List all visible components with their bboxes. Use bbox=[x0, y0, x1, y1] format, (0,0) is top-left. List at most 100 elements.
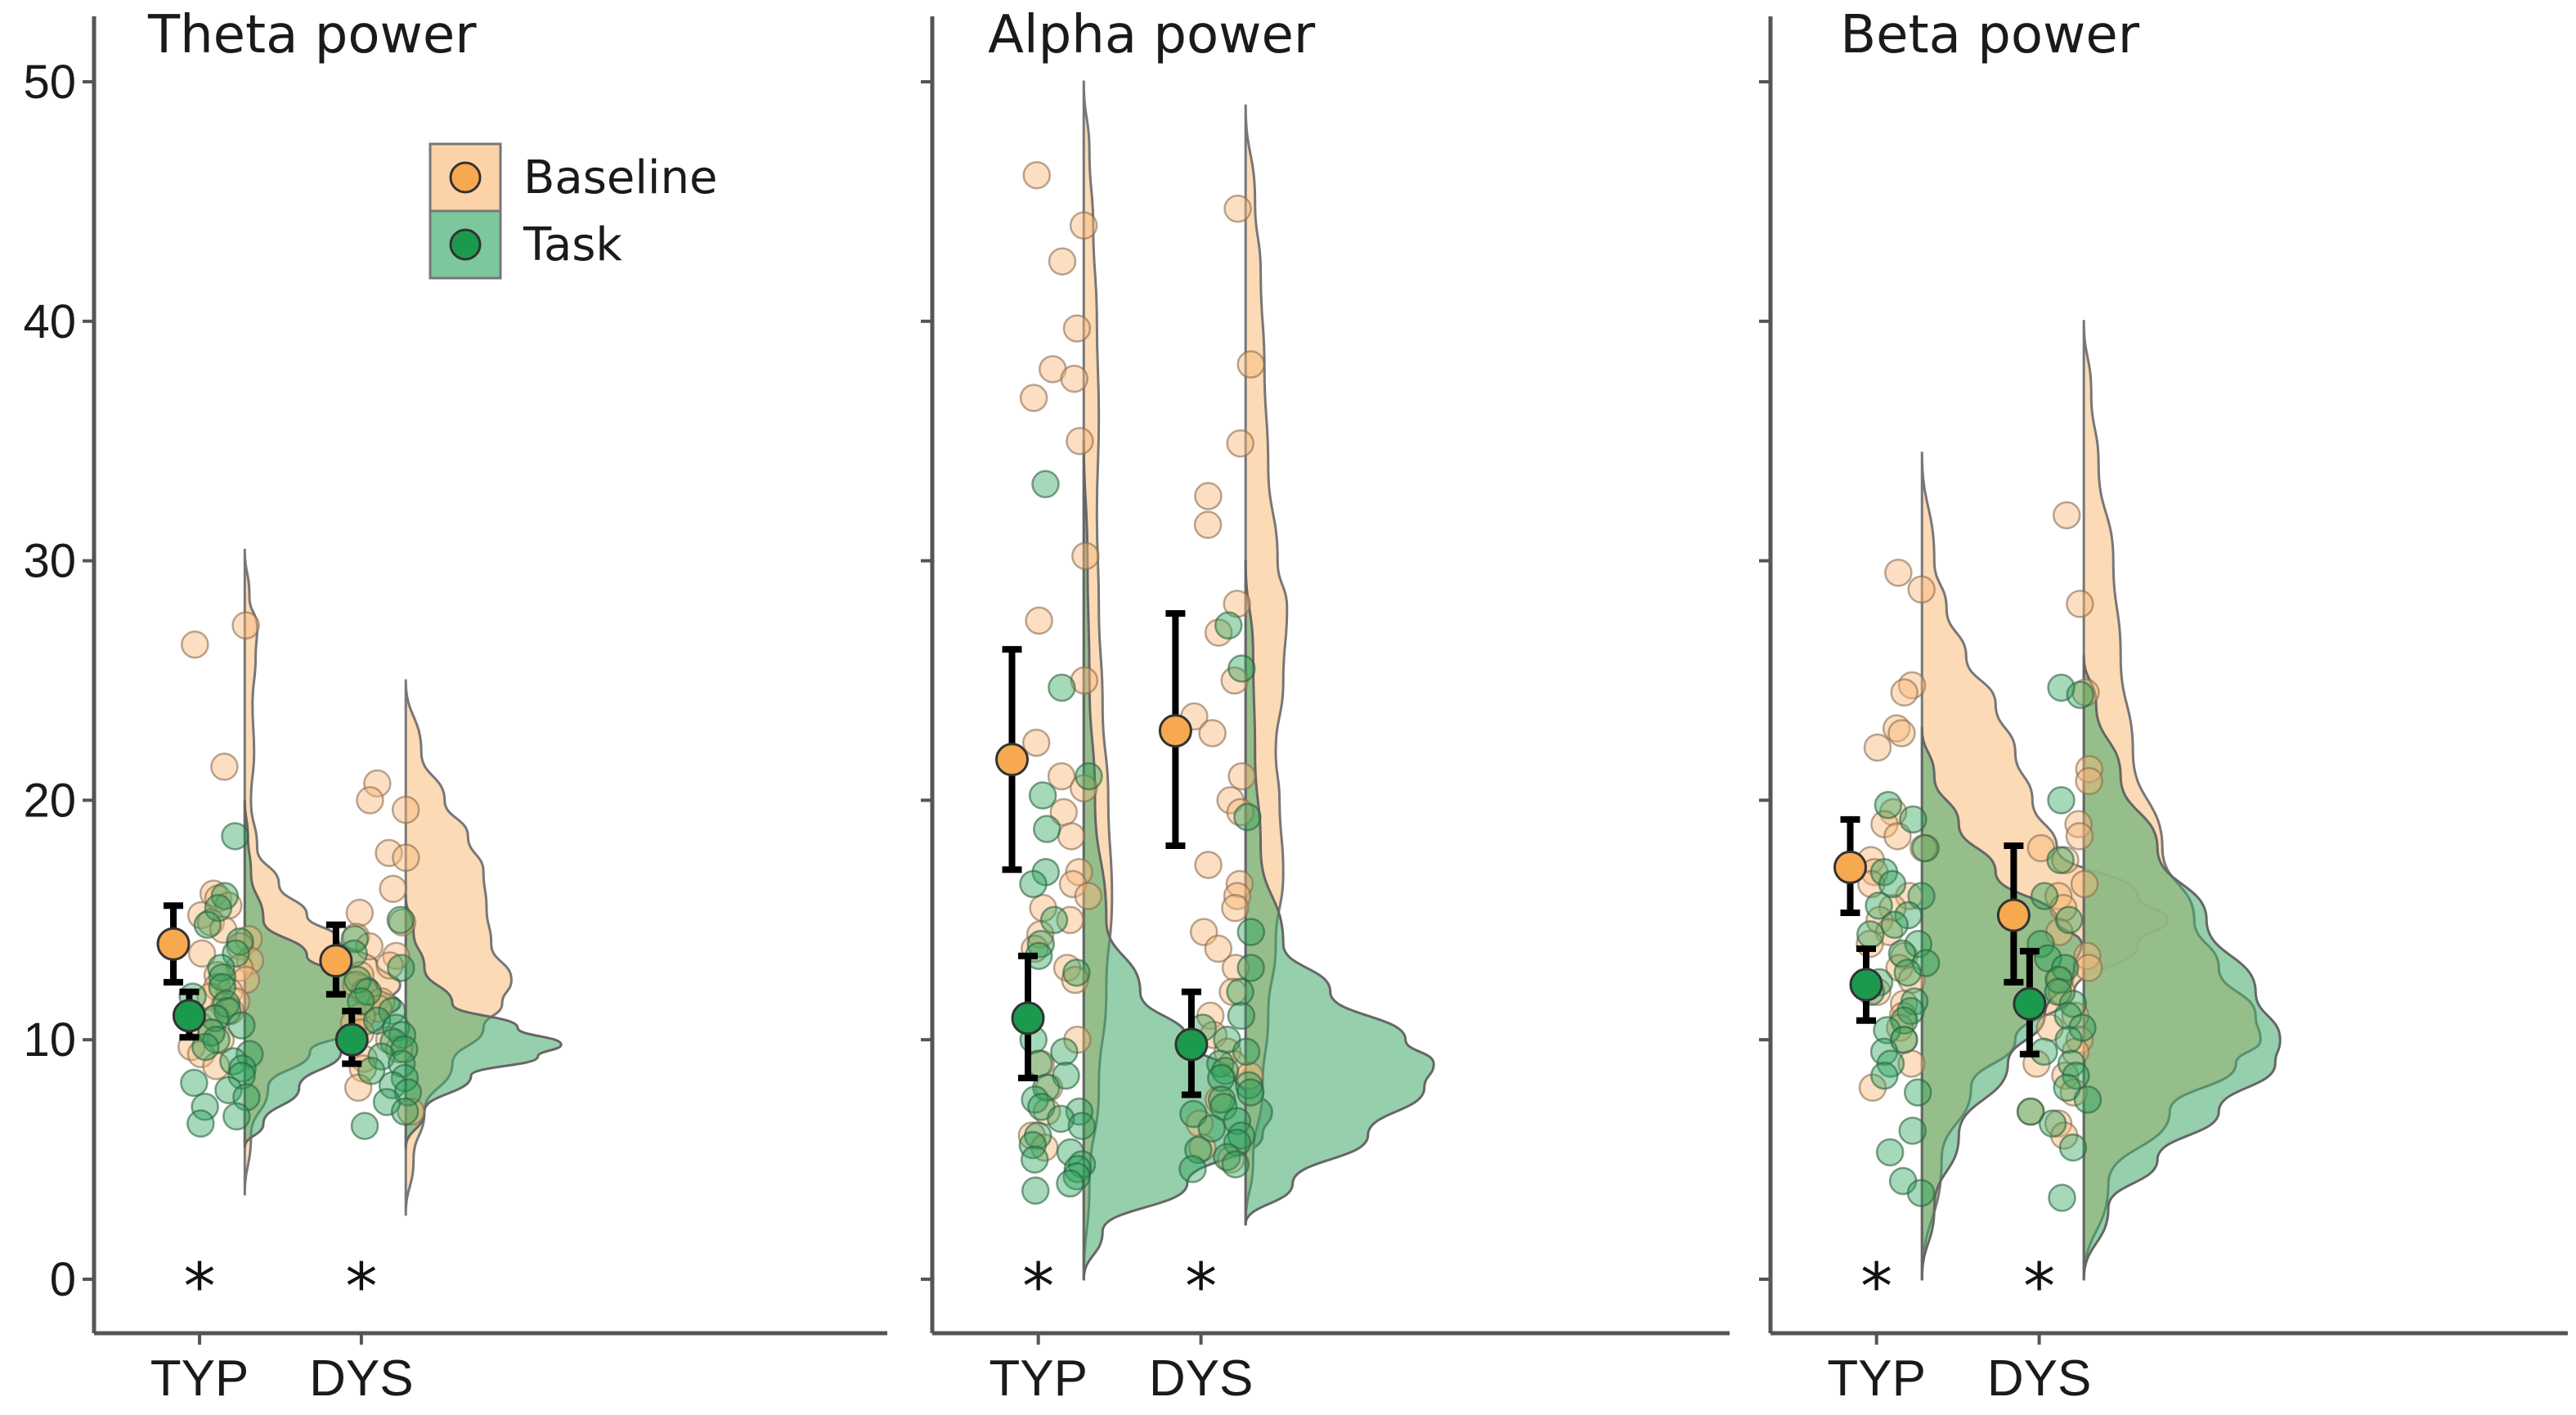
baseline-mean-point bbox=[995, 743, 1029, 777]
baseline-point bbox=[2075, 766, 2103, 796]
task-point bbox=[1890, 1006, 1919, 1035]
task-point bbox=[2038, 1109, 2067, 1138]
baseline-point bbox=[1198, 719, 1227, 748]
baseline-point bbox=[355, 932, 384, 961]
group-typ: * TYP bbox=[1827, 451, 2169, 1407]
group-dys: * DYS bbox=[1987, 320, 2282, 1407]
baseline-point bbox=[391, 795, 420, 824]
task-mean-point bbox=[1849, 968, 1883, 1002]
task-mean-point bbox=[1011, 1001, 1045, 1035]
legend-marker-baseline bbox=[449, 161, 482, 194]
task-point bbox=[236, 1040, 264, 1069]
baseline-point bbox=[1057, 822, 1086, 851]
baseline-point bbox=[1882, 714, 1911, 743]
task-point bbox=[1899, 805, 1928, 834]
task-point bbox=[1179, 1099, 1208, 1129]
task-point bbox=[1048, 673, 1076, 703]
task-point bbox=[222, 1102, 251, 1131]
baseline-point bbox=[1194, 482, 1223, 510]
group-typ: * TYP bbox=[150, 548, 402, 1407]
task-mean-point bbox=[2013, 986, 2047, 1021]
task-point bbox=[357, 1057, 386, 1085]
task-point bbox=[1039, 905, 1069, 935]
task-point bbox=[1236, 954, 1265, 982]
baseline-mean-point bbox=[319, 944, 353, 978]
task-point bbox=[372, 1088, 402, 1116]
task-point bbox=[1875, 1138, 1905, 1167]
task-point bbox=[191, 1092, 219, 1121]
task-point bbox=[2053, 1001, 2082, 1031]
task-point bbox=[1878, 869, 1907, 899]
task-point bbox=[1893, 958, 1922, 987]
baseline-density bbox=[404, 679, 513, 1216]
task-point bbox=[1197, 1114, 1227, 1143]
task-point bbox=[1214, 611, 1243, 640]
baseline-point bbox=[1025, 606, 1053, 636]
task-point bbox=[1050, 1037, 1079, 1067]
baseline-point bbox=[1223, 194, 1252, 223]
panel-1: 0 10 20 30 40 50 Theta power * TYP * DYS bbox=[23, 5, 887, 1407]
group-typ: * TYP bbox=[989, 80, 1273, 1407]
significance-star: * bbox=[1185, 1251, 1217, 1324]
baseline-point bbox=[2073, 941, 2102, 970]
task-point bbox=[390, 1097, 420, 1126]
task-point bbox=[1056, 1169, 1084, 1198]
baseline-point bbox=[1884, 558, 1913, 587]
task-point bbox=[1067, 1112, 1097, 1140]
baseline-mean-point bbox=[1158, 713, 1192, 748]
task-point bbox=[1894, 901, 1923, 930]
task-point bbox=[214, 1076, 243, 1104]
baseline-point bbox=[1047, 761, 1076, 791]
y-tick-label: 20 bbox=[23, 774, 76, 827]
task-point bbox=[390, 1035, 419, 1064]
baseline-point bbox=[1074, 882, 1103, 910]
task-point bbox=[221, 822, 249, 851]
task-point bbox=[227, 1011, 256, 1040]
task-point bbox=[340, 924, 369, 954]
y-tick-label: 50 bbox=[23, 56, 76, 109]
task-point bbox=[186, 1109, 215, 1138]
group-dys: * DYS bbox=[1149, 104, 1435, 1407]
baseline-point bbox=[375, 838, 403, 868]
task-point bbox=[208, 973, 237, 1002]
baseline-point bbox=[2065, 822, 2094, 851]
significance-star: * bbox=[1860, 1251, 1892, 1324]
baseline-point bbox=[1019, 384, 1048, 412]
task-point bbox=[1865, 891, 1893, 920]
panel-title: Alpha power bbox=[988, 5, 1316, 65]
task-point bbox=[1020, 1145, 1049, 1174]
baseline-point bbox=[2052, 501, 2081, 530]
task-point bbox=[2030, 882, 2059, 910]
baseline-point bbox=[1863, 733, 1892, 762]
x-tick-label: TYP bbox=[1827, 1350, 1926, 1407]
baseline-point bbox=[1194, 851, 1223, 879]
task-point bbox=[1903, 1078, 1932, 1107]
significance-star: * bbox=[345, 1251, 377, 1324]
task-point bbox=[378, 996, 406, 1026]
y-tick-label: 10 bbox=[23, 1013, 76, 1067]
task-point bbox=[2047, 786, 2076, 815]
baseline-point bbox=[187, 939, 217, 968]
baseline-point bbox=[1221, 954, 1250, 982]
baseline-point bbox=[1060, 364, 1088, 393]
task-point bbox=[1856, 920, 1885, 949]
baseline-point bbox=[2070, 869, 2099, 899]
baseline-point bbox=[210, 752, 239, 781]
baseline-point bbox=[1223, 590, 1251, 618]
task-density bbox=[2082, 655, 2282, 1281]
baseline-point bbox=[1204, 934, 1233, 964]
baseline-point bbox=[1070, 666, 1099, 695]
task-point bbox=[228, 1054, 257, 1083]
task-point bbox=[2058, 1133, 2088, 1162]
baseline-point bbox=[2074, 954, 2103, 982]
x-tick-label: DYS bbox=[1149, 1350, 1253, 1407]
baseline-point bbox=[1236, 350, 1265, 379]
task-point bbox=[350, 1112, 379, 1140]
significance-star: * bbox=[184, 1251, 216, 1324]
task-point bbox=[1046, 1104, 1075, 1134]
baseline-point bbox=[1890, 678, 1919, 707]
task-point bbox=[1033, 815, 1061, 843]
baseline-point bbox=[1069, 211, 1098, 240]
task-point bbox=[1874, 791, 1903, 820]
panel-3: Beta power * TYP * DYS bbox=[1759, 5, 2568, 1407]
